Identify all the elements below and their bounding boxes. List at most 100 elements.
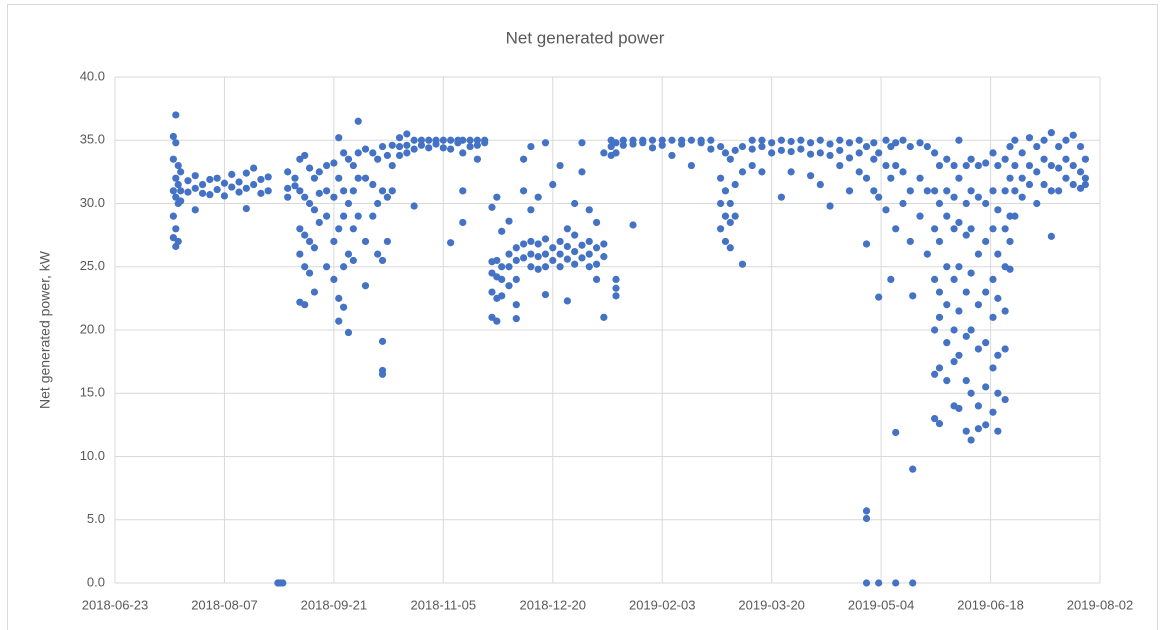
- data-point: [777, 136, 785, 144]
- data-point: [169, 187, 177, 195]
- data-point: [1033, 199, 1041, 208]
- data-point: [716, 142, 725, 151]
- data-point: [836, 161, 844, 170]
- data-point: [955, 307, 963, 315]
- data-point: [284, 193, 292, 201]
- data-point: [950, 326, 958, 334]
- data-point: [923, 187, 931, 195]
- data-point: [731, 180, 739, 189]
- data-point: [862, 507, 871, 515]
- data-point: [578, 168, 586, 176]
- data-point: [1069, 161, 1077, 170]
- data-point: [687, 136, 696, 144]
- data-point: [826, 202, 834, 210]
- data-point: [1062, 174, 1070, 182]
- data-point: [899, 136, 907, 144]
- data-point: [592, 218, 601, 227]
- data-point: [887, 275, 895, 283]
- data-point: [410, 136, 418, 144]
- data-point: [862, 514, 871, 523]
- data-point: [519, 240, 528, 248]
- y-tick-label: 10.0: [80, 448, 105, 463]
- data-point: [315, 218, 323, 227]
- data-point: [361, 145, 370, 153]
- x-tick-label: 2019-03-20: [738, 597, 805, 612]
- data-point: [344, 199, 353, 208]
- data-point: [439, 136, 447, 144]
- data-point: [974, 425, 982, 433]
- data-point: [862, 579, 871, 587]
- data-point: [349, 225, 357, 233]
- data-point: [748, 145, 756, 153]
- data-point: [361, 282, 370, 290]
- data-point: [612, 149, 620, 157]
- data-point: [585, 263, 593, 271]
- data-point: [403, 141, 411, 149]
- data-point: [931, 149, 939, 157]
- data-point: [906, 237, 914, 246]
- data-point: [534, 253, 542, 261]
- data-point: [534, 240, 542, 248]
- data-point: [498, 227, 506, 235]
- data-point: [1055, 164, 1063, 172]
- data-point: [943, 339, 951, 347]
- data-point: [967, 436, 975, 444]
- data-point: [731, 212, 739, 220]
- data-point: [943, 155, 951, 163]
- data-point: [447, 136, 455, 144]
- data-point: [1025, 180, 1034, 189]
- data-point: [184, 177, 192, 185]
- data-point: [629, 221, 637, 229]
- data-point: [943, 301, 951, 309]
- data-point: [174, 180, 182, 189]
- data-point: [989, 149, 997, 157]
- data-point: [527, 237, 535, 246]
- data-point: [892, 579, 900, 587]
- data-point: [826, 140, 834, 148]
- data-point: [374, 155, 382, 163]
- data-point: [726, 199, 734, 208]
- data-point: [344, 155, 353, 163]
- data-point: [383, 193, 391, 201]
- data-point: [330, 159, 338, 167]
- data-point: [354, 212, 362, 220]
- data-point: [578, 254, 586, 262]
- data-point: [177, 168, 185, 176]
- data-point: [1006, 174, 1014, 182]
- data-point: [738, 142, 747, 151]
- data-point: [505, 263, 513, 271]
- data-point: [962, 231, 970, 239]
- y-tick-label: 20.0: [80, 321, 105, 336]
- data-point: [425, 144, 433, 152]
- data-point: [787, 137, 795, 146]
- data-point: [882, 206, 890, 214]
- data-point: [1047, 161, 1055, 170]
- data-point: [242, 204, 250, 213]
- data-point: [330, 275, 338, 283]
- data-point: [982, 159, 990, 167]
- data-point: [291, 182, 299, 190]
- data-point: [967, 326, 975, 334]
- data-point: [787, 148, 795, 156]
- data-point: [481, 139, 489, 147]
- data-point: [994, 161, 1002, 170]
- data-point: [787, 168, 795, 176]
- data-point: [931, 225, 939, 233]
- data-point: [403, 149, 411, 157]
- data-point: [989, 275, 997, 283]
- data-point: [989, 225, 997, 233]
- data-point: [169, 212, 177, 220]
- data-point: [678, 140, 686, 148]
- data-point: [592, 275, 601, 283]
- data-point: [388, 187, 396, 195]
- y-tick-label: 0.0: [87, 574, 105, 589]
- data-point: [374, 250, 382, 258]
- y-axis-title: Net generated power, kW: [37, 250, 53, 409]
- data-point: [505, 250, 513, 258]
- data-point: [410, 202, 418, 210]
- data-point: [235, 178, 243, 186]
- data-point: [777, 146, 785, 154]
- data-point: [335, 294, 343, 302]
- data-point: [349, 256, 357, 265]
- data-point: [340, 212, 348, 220]
